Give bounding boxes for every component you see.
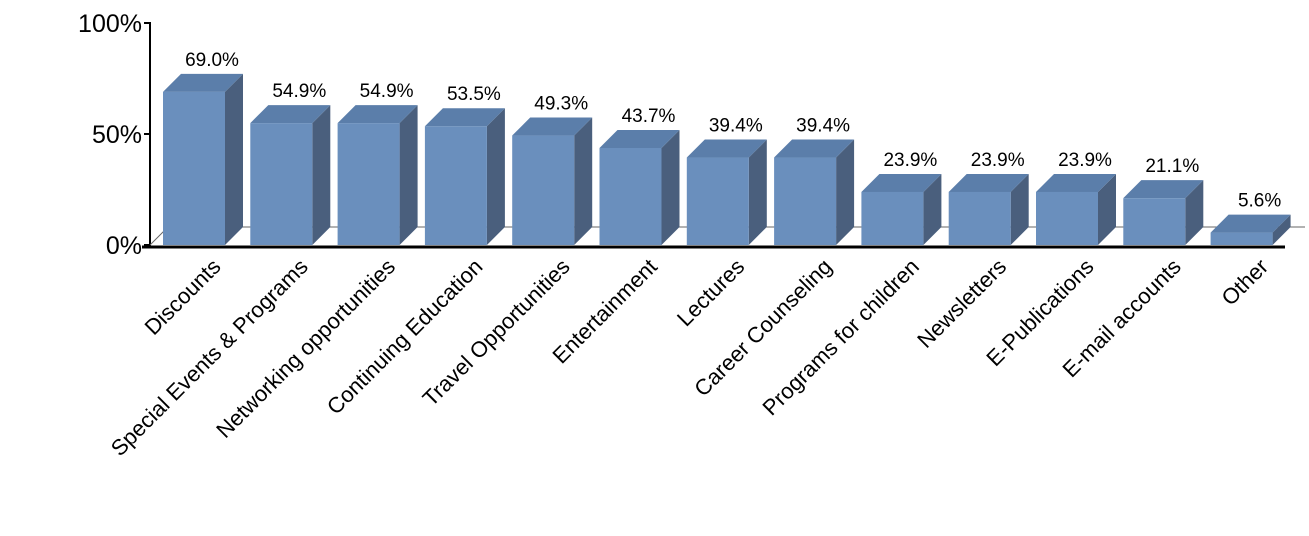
bar-top [774,139,855,158]
data-label: 69.0% [185,50,239,71]
bar [424,108,505,245]
bar-side [1098,173,1116,245]
bar-front [1123,198,1186,245]
bar-top [512,117,593,136]
bar-side [661,129,680,245]
data-label: 23.9% [883,150,937,171]
bar-side [1185,180,1204,245]
category-label: Programs for children [758,254,924,420]
bar-front [250,123,313,245]
bar [337,105,418,245]
bar [948,173,1029,245]
bar-front [163,91,225,245]
bar-front [861,191,924,245]
bar-front [1210,232,1273,245]
bar-side [923,173,942,245]
bar-front [512,135,575,245]
bar-top [686,139,767,158]
data-label: 53.5% [447,84,501,105]
bar [774,139,855,245]
bar [861,173,942,245]
data-label: 23.9% [1058,150,1112,171]
bar [163,73,243,245]
data-label: 39.4% [796,116,850,137]
bar-top [1123,180,1204,199]
bar-top [599,129,680,148]
bar [1123,180,1204,245]
bar-front [774,157,837,245]
y-tick-label: 50% [92,121,142,149]
bar-front [1036,191,1098,245]
bar [250,105,331,245]
bar [1210,214,1291,245]
category-label: Continuing Education [322,254,488,420]
bar-side [486,108,505,245]
bar [1036,173,1116,245]
data-label: 54.9% [272,81,326,102]
bar [599,129,680,245]
bar-top [163,73,243,92]
category-label: Networking opportunities [211,254,400,443]
chart-bars [163,73,1291,245]
y-tick-label: 0% [106,232,142,260]
bar [512,117,593,245]
bar-side [574,117,593,245]
bar-front [686,157,749,245]
bar-front [424,126,487,245]
data-label: 23.9% [971,150,1025,171]
bar-top [861,173,942,192]
bar-front [599,147,662,245]
bar-front [337,123,400,245]
bar-top [1210,214,1291,233]
y-tick-label: 100% [78,10,142,38]
data-label: 43.7% [622,106,676,127]
data-label: 49.3% [534,94,588,115]
bar-side [836,139,855,245]
bar-top [337,105,418,124]
category-label: Discounts [140,254,226,340]
bar-top [948,173,1029,192]
bar-side [1272,214,1291,245]
data-label: 39.4% [709,116,763,137]
bar-side [748,139,767,245]
bar-top [424,108,505,127]
bar-side [399,105,418,245]
category-label: Other [1217,254,1274,311]
y-axis-ticks: 0% 50% 100% [78,10,150,260]
data-label: 5.6% [1238,191,1281,212]
data-label: 21.1% [1145,156,1199,177]
bar-side [225,73,243,245]
bar [686,139,767,245]
bar-top [1036,173,1116,192]
data-label: 54.9% [360,81,414,102]
data-labels: 69.0% 54.9% 54.9% 53.5% 49.3% 43.7% 39.4% 39.4%… [185,50,1281,212]
category-label: Lectures [672,254,749,331]
category-label: Travel Opportunities [418,254,575,411]
bar-front [948,191,1011,245]
bar-side [1010,173,1029,245]
bar-side [312,105,331,245]
bar-top [250,105,331,124]
